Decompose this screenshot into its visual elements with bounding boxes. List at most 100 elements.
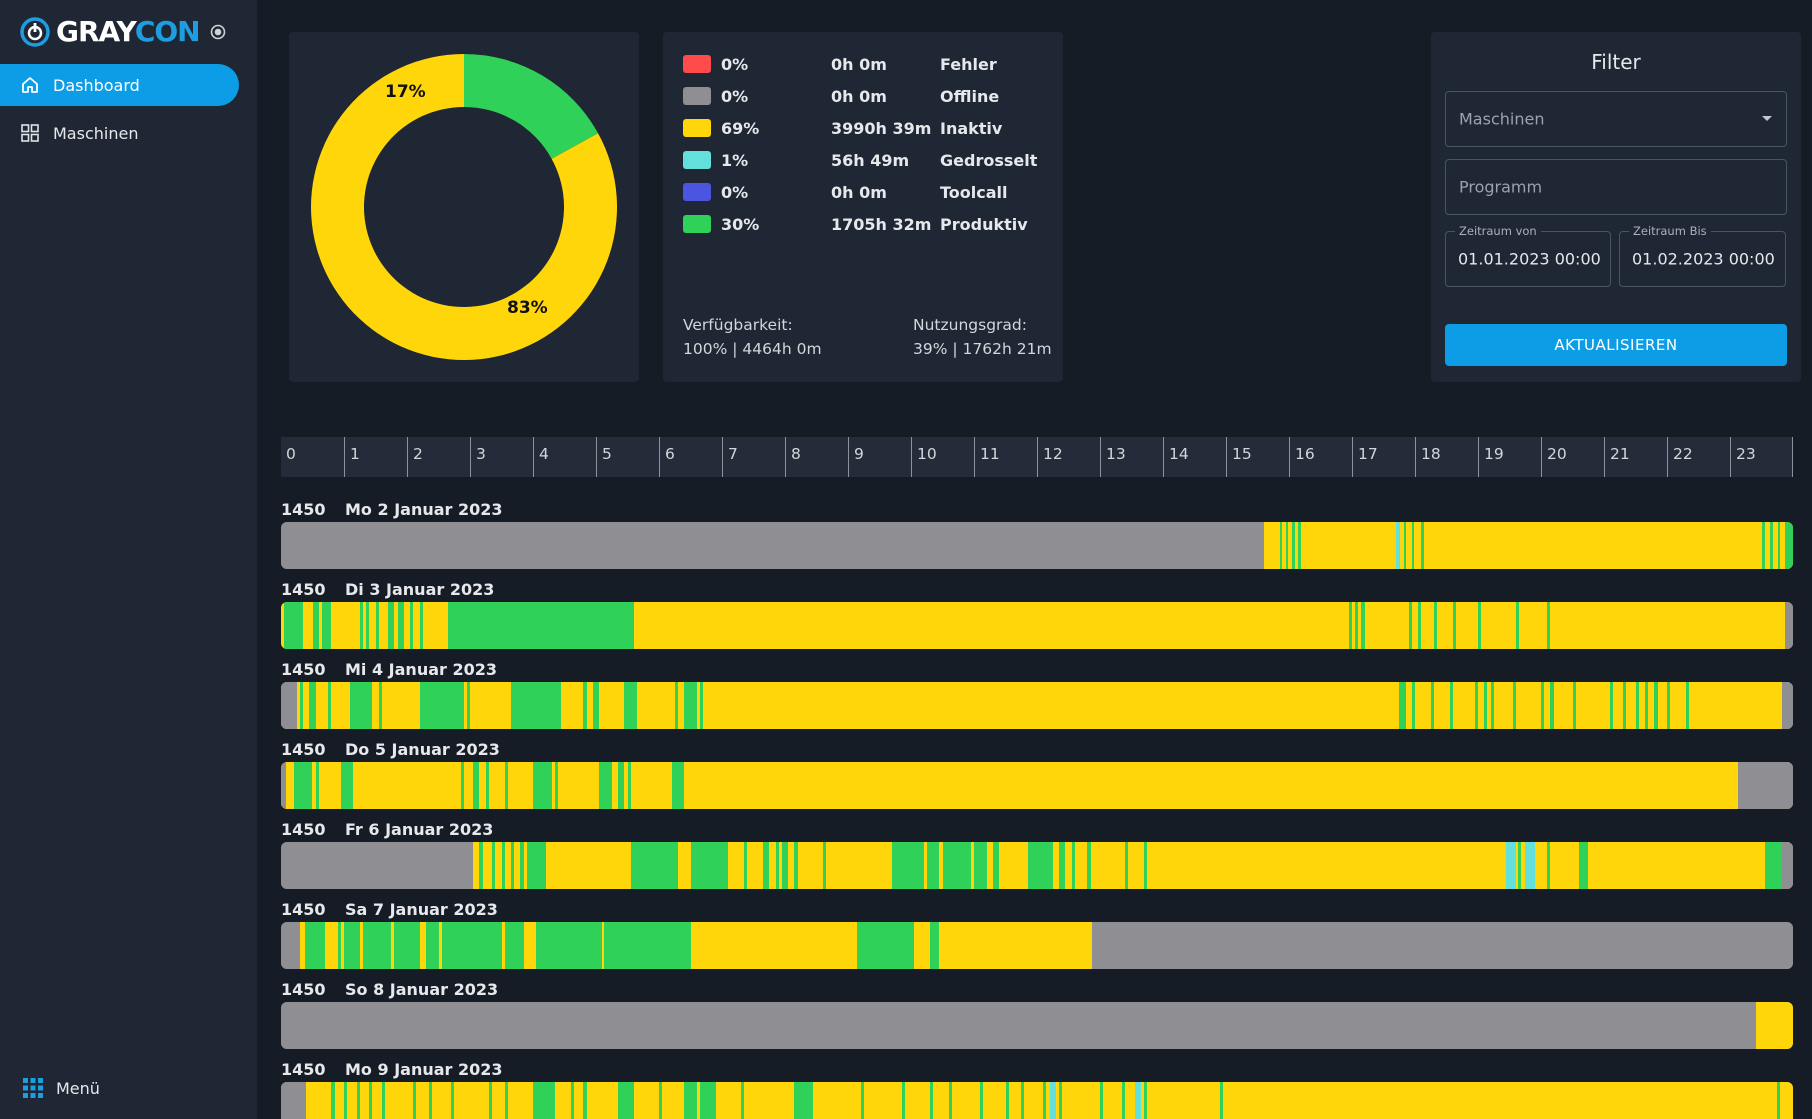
status-segment[interactable] <box>602 922 605 969</box>
status-segment[interactable] <box>419 682 464 729</box>
status-segment[interactable] <box>281 1082 307 1119</box>
status-segment[interactable] <box>375 602 379 649</box>
status-segment[interactable] <box>929 1082 934 1119</box>
status-segment[interactable] <box>281 1002 1757 1049</box>
status-segment[interactable] <box>1550 682 1554 729</box>
status-segment[interactable] <box>410 602 414 649</box>
status-segment[interactable] <box>1547 602 1551 649</box>
day-timeline-bar[interactable] <box>281 1002 1793 1049</box>
status-segment[interactable] <box>1622 682 1627 729</box>
status-segment[interactable] <box>1761 522 1765 569</box>
status-segment[interactable] <box>1134 1082 1141 1119</box>
date-to-field[interactable]: Zeitraum Bis 01.02.2023 00:00 <box>1619 224 1786 287</box>
status-segment[interactable] <box>359 922 363 969</box>
status-segment[interactable] <box>284 602 304 649</box>
status-segment[interactable] <box>627 762 631 809</box>
status-segment[interactable] <box>948 1082 952 1119</box>
status-segment[interactable] <box>1578 842 1589 889</box>
status-segment[interactable] <box>1027 842 1053 889</box>
status-segment[interactable] <box>1572 682 1576 729</box>
menu-button[interactable]: Menü <box>22 1077 100 1099</box>
status-segment[interactable] <box>309 682 316 729</box>
status-segment[interactable] <box>451 1082 455 1119</box>
status-segment[interactable] <box>974 842 987 889</box>
status-segment[interactable] <box>1361 602 1365 649</box>
status-segment[interactable] <box>510 842 515 889</box>
status-segment[interactable] <box>1043 1082 1047 1119</box>
status-segment[interactable] <box>690 842 729 889</box>
status-segment[interactable] <box>1279 522 1283 569</box>
status-segment[interactable] <box>350 682 373 729</box>
status-segment[interactable] <box>281 922 304 969</box>
status-segment[interactable] <box>1685 682 1690 729</box>
status-segment[interactable] <box>331 1082 335 1119</box>
status-segment[interactable] <box>1781 682 1793 729</box>
status-segment[interactable] <box>485 762 489 809</box>
status-segment[interactable] <box>1449 682 1453 729</box>
status-segment[interactable] <box>794 842 798 889</box>
status-segment[interactable] <box>510 682 562 729</box>
date-from-field[interactable]: Zeitraum von 01.01.2023 00:00 <box>1445 224 1611 287</box>
status-segment[interactable] <box>583 682 587 729</box>
status-segment[interactable] <box>939 922 1093 969</box>
status-segment[interactable] <box>684 1082 697 1119</box>
status-segment[interactable] <box>520 842 524 889</box>
status-segment[interactable] <box>281 682 1793 729</box>
day-timeline-bar[interactable] <box>281 522 1793 569</box>
status-segment[interactable] <box>1541 682 1545 729</box>
status-segment[interactable] <box>340 762 354 809</box>
status-segment[interactable] <box>366 602 370 649</box>
status-segment[interactable] <box>344 1082 348 1119</box>
status-segment[interactable] <box>299 682 304 729</box>
status-segment[interactable] <box>281 762 287 809</box>
status-segment[interactable] <box>523 922 537 969</box>
program-input[interactable]: Programm <box>1445 159 1787 215</box>
status-segment[interactable] <box>321 602 332 649</box>
status-segment[interactable] <box>447 602 634 649</box>
status-segment[interactable] <box>1298 522 1301 569</box>
status-segment[interactable] <box>281 842 474 889</box>
status-segment[interactable] <box>340 922 344 969</box>
status-segment[interactable] <box>699 682 704 729</box>
status-segment[interactable] <box>356 1082 360 1119</box>
status-segment[interactable] <box>1418 602 1422 649</box>
status-segment[interactable] <box>281 682 297 729</box>
status-segment[interactable] <box>312 602 319 649</box>
status-segment[interactable] <box>1635 682 1639 729</box>
status-segment[interactable] <box>822 842 826 889</box>
sidebar-item-maschinen[interactable]: Maschinen <box>0 112 138 154</box>
status-segment[interactable] <box>1292 522 1295 569</box>
status-segment[interactable] <box>592 682 600 729</box>
status-segment[interactable] <box>1777 1082 1781 1119</box>
update-button[interactable]: AKTUALISIEREN <box>1445 324 1787 366</box>
status-segment[interactable] <box>1087 842 1091 889</box>
status-segment[interactable] <box>1144 842 1148 889</box>
status-segment[interactable] <box>299 922 305 969</box>
status-segment[interactable] <box>460 762 464 809</box>
status-segment[interactable] <box>980 1082 984 1119</box>
status-segment[interactable] <box>1484 682 1488 729</box>
status-segment[interactable] <box>429 1082 433 1119</box>
status-segment[interactable] <box>391 922 395 969</box>
status-segment[interactable] <box>671 762 685 809</box>
status-segment[interactable] <box>740 1082 745 1119</box>
day-timeline-bar[interactable] <box>281 842 1793 889</box>
status-segment[interactable] <box>438 922 442 969</box>
status-segment[interactable] <box>570 1082 574 1119</box>
status-segment[interactable] <box>1348 602 1352 649</box>
status-segment[interactable] <box>618 762 625 809</box>
status-segment[interactable] <box>419 602 423 649</box>
status-segment[interactable] <box>1515 602 1519 649</box>
status-segment[interactable] <box>630 842 678 889</box>
status-segment[interactable] <box>624 682 637 729</box>
donut-slice-1[interactable] <box>311 54 617 360</box>
status-segment[interactable] <box>860 1082 864 1119</box>
status-segment[interactable] <box>504 762 508 809</box>
status-segment[interactable] <box>618 1082 634 1119</box>
status-segment[interactable] <box>1396 522 1400 569</box>
sidebar-item-dashboard[interactable]: Dashboard <box>0 64 239 106</box>
status-segment[interactable] <box>942 842 971 889</box>
status-segment[interactable] <box>1667 682 1671 729</box>
status-segment[interactable] <box>1021 1082 1025 1119</box>
status-segment[interactable] <box>1756 1002 1793 1049</box>
